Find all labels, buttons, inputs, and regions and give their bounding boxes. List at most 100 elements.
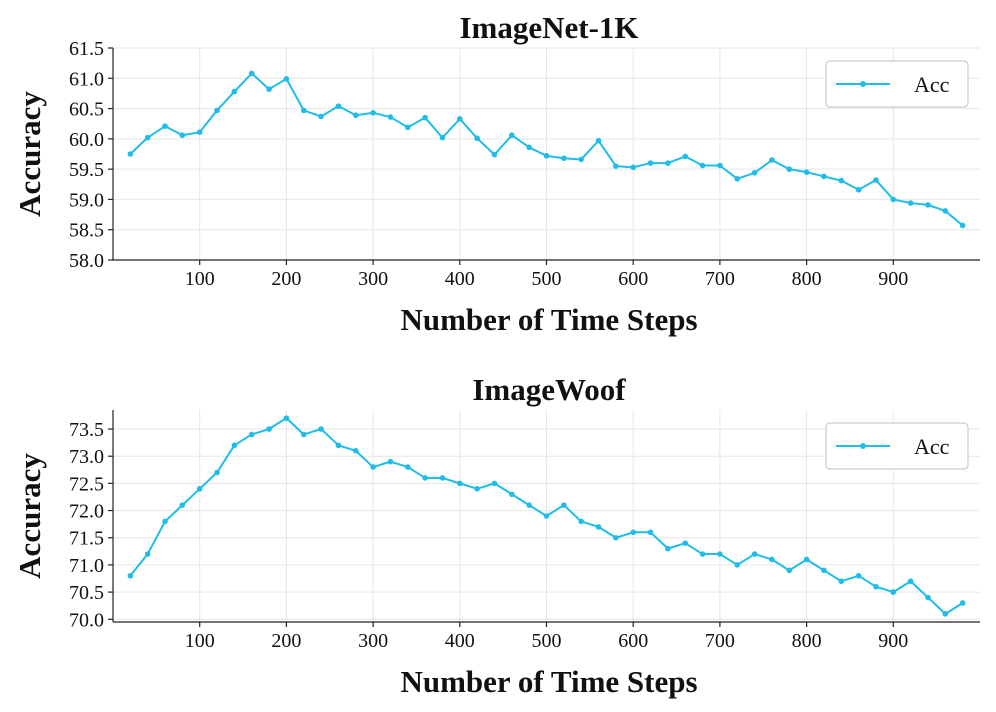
data-point <box>613 163 619 169</box>
data-point <box>578 156 584 163</box>
x-tick-label: 100 <box>185 268 215 290</box>
data-point <box>196 486 203 492</box>
data-point <box>162 518 168 525</box>
data-point <box>422 475 428 481</box>
data-point <box>890 196 897 203</box>
imagewoof-panel: ImageWoof Accuracy Number of Time Steps … <box>12 372 980 699</box>
data-point <box>266 426 272 432</box>
data-point <box>283 415 290 421</box>
data-series <box>127 70 966 229</box>
data-point <box>196 129 203 135</box>
legend-marker <box>860 443 866 449</box>
y-tick-label: 59.0 <box>69 189 104 211</box>
data-point <box>491 151 498 158</box>
data-point <box>682 153 689 160</box>
data-point <box>526 144 532 151</box>
data-point <box>907 578 914 585</box>
data-point <box>162 123 168 129</box>
x-axis-label: Number of Time Steps <box>400 664 697 699</box>
x-tick-label: 500 <box>532 630 562 652</box>
data-point <box>786 166 793 172</box>
data-point <box>734 176 741 182</box>
data-point <box>561 155 567 162</box>
y-tick-label: 72.5 <box>69 473 104 495</box>
data-point <box>699 551 706 557</box>
y-tick-label: 70.0 <box>69 609 104 631</box>
data-point <box>248 70 255 77</box>
data-point <box>439 475 446 481</box>
data-point <box>803 556 810 563</box>
ticks: 100 200 300 400 500 600 700 800 900 70.0 70.5 71.0 7… <box>69 419 908 652</box>
data-point <box>699 162 706 169</box>
data-point <box>387 114 394 120</box>
data-point <box>214 107 220 114</box>
legend: Acc <box>825 60 969 108</box>
data-point <box>821 567 827 574</box>
data-point <box>595 137 602 144</box>
data-point <box>665 545 671 552</box>
y-tick-label: 71.5 <box>69 528 104 550</box>
data-point <box>179 502 186 508</box>
x-tick-label: 800 <box>792 630 822 652</box>
data-point <box>127 572 134 579</box>
data-point <box>387 458 394 465</box>
x-tick-label: 100 <box>185 630 215 652</box>
data-point <box>855 186 862 193</box>
data-point <box>352 447 359 454</box>
x-tick-label: 200 <box>271 630 301 652</box>
data-point <box>543 513 550 519</box>
y-tick-label: 73.0 <box>69 446 104 468</box>
y-tick-label: 60.5 <box>69 99 104 121</box>
x-tick-label: 700 <box>705 268 735 290</box>
data-point <box>457 480 463 487</box>
ticks: 100 200 300 400 500 600 700 800 900 58.0 58.5 59.0 5… <box>69 38 908 290</box>
data-point <box>907 200 914 206</box>
data-point <box>526 502 532 508</box>
data-point <box>231 88 238 95</box>
data-point <box>404 464 411 470</box>
data-point <box>630 529 636 536</box>
y-tick-label: 58.0 <box>69 250 104 272</box>
data-point <box>474 486 480 492</box>
data-point <box>613 534 619 541</box>
data-point <box>491 480 498 487</box>
data-point <box>335 442 342 449</box>
y-tick-label: 59.5 <box>69 159 104 181</box>
legend-label: Acc <box>914 72 950 97</box>
data-point <box>370 110 376 116</box>
y-tick-label: 61.5 <box>69 38 104 60</box>
x-tick-label: 400 <box>445 630 475 652</box>
y-tick-label: 60.0 <box>69 129 104 151</box>
data-point <box>214 469 220 476</box>
x-tick-label: 700 <box>705 630 735 652</box>
data-point <box>127 151 134 157</box>
data-point <box>509 491 515 498</box>
chart-title: ImageNet-1K <box>459 10 638 45</box>
data-point <box>578 518 584 525</box>
y-tick-label: 58.5 <box>69 220 104 242</box>
data-point <box>873 583 879 590</box>
data-point <box>318 426 324 432</box>
y-tick-label: 70.5 <box>69 582 104 604</box>
data-point <box>300 431 307 438</box>
data-point <box>682 540 689 546</box>
data-point <box>838 578 845 585</box>
x-tick-label: 600 <box>618 268 648 290</box>
data-point <box>717 162 723 169</box>
imagenet-panel: ImageNet-1K Accuracy Number of Time Step… <box>12 10 980 337</box>
data-point <box>457 116 463 122</box>
y-axis-label: Accuracy <box>12 453 47 579</box>
x-tick-label: 600 <box>618 630 648 652</box>
data-point <box>404 124 411 131</box>
x-axis-label: Number of Time Steps <box>400 302 697 337</box>
data-point <box>283 76 290 82</box>
data-point <box>942 208 949 214</box>
data-point <box>873 177 879 183</box>
legend-box <box>825 60 969 108</box>
y-tick-label: 71.0 <box>69 555 104 577</box>
legend-marker <box>860 81 866 87</box>
legend: Acc <box>825 422 969 470</box>
data-point <box>769 157 775 163</box>
data-point <box>925 594 931 601</box>
